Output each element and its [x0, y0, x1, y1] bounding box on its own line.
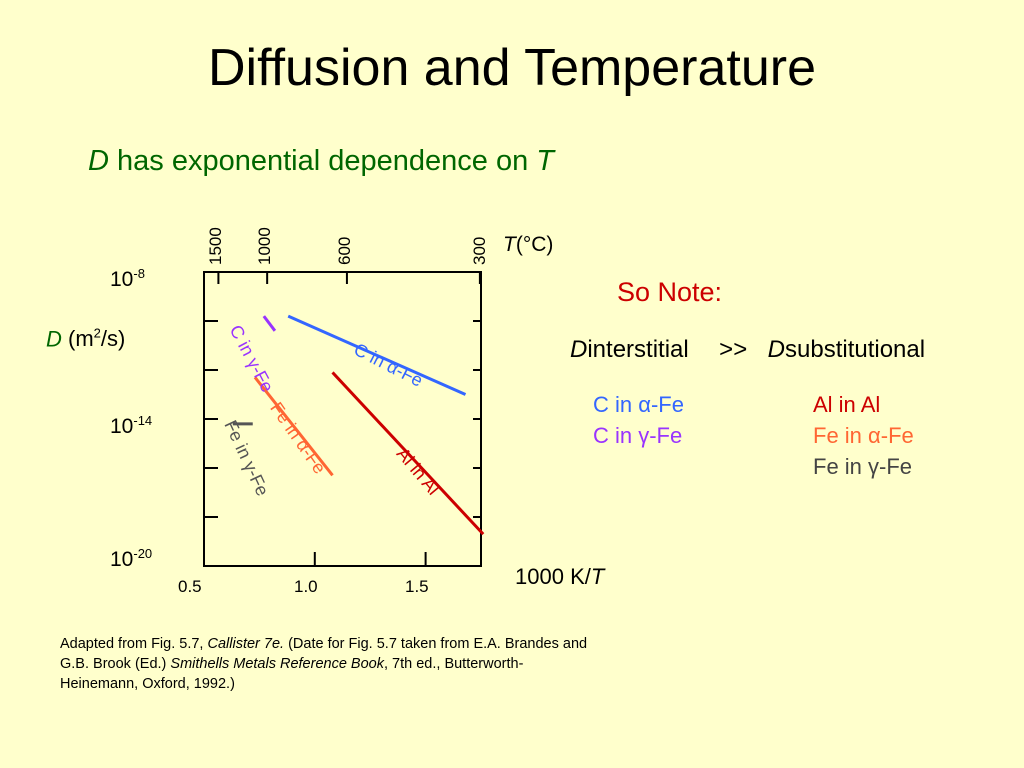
series-line: [253, 376, 334, 477]
x-tick-label: 1.5: [405, 577, 429, 596]
interstitial-list: C in α-Fe C in γ-Fe: [593, 389, 684, 451]
so-note-heading: So Note:: [617, 277, 723, 307]
substitutional-list: Al in Al Fe in α-Fe Fe in γ-Fe: [813, 389, 914, 482]
subtitle-T: T: [536, 145, 554, 177]
y-tick-label: 10-20: [110, 546, 153, 571]
x-axis-label: 1000 K/T: [515, 564, 605, 589]
subtitle-text: has exponential dependence on: [117, 145, 529, 177]
y-tick-label: 10-8: [110, 266, 145, 291]
substitutional-item: Al in Al: [813, 392, 881, 417]
y-tick-label: 10-14: [110, 413, 153, 438]
series-line: [262, 315, 277, 332]
y-axis-label: D (m2/s): [46, 326, 125, 352]
slide-title: Diffusion and Temperature: [207, 39, 816, 97]
interstitial-item: C in α-Fe: [593, 392, 684, 417]
series-line: [287, 314, 467, 396]
substitutional-item: Fe in α-Fe: [813, 423, 914, 448]
slide-subtitle: D has exponential dependence on T: [88, 145, 554, 178]
d-comparison: Dinterstitial >> Dsubstitutional: [570, 336, 926, 363]
interstitial-item: C in γ-Fe: [593, 423, 683, 448]
subtitle-D: D: [88, 145, 109, 177]
series-line: [331, 371, 485, 536]
plot-frame: [203, 271, 482, 567]
y-axis-label-D: D: [46, 326, 62, 352]
y-axis-unit: (m2/s): [68, 326, 126, 352]
x-tick-label: 1.0: [294, 577, 318, 596]
x-tick-label: 0.5: [178, 577, 202, 596]
figure-caption: Adapted from Fig. 5.7, Callister 7e. (Da…: [60, 636, 588, 692]
substitutional-item: Fe in γ-Fe: [813, 454, 913, 479]
top-axis-label: T(°C): [503, 233, 554, 256]
